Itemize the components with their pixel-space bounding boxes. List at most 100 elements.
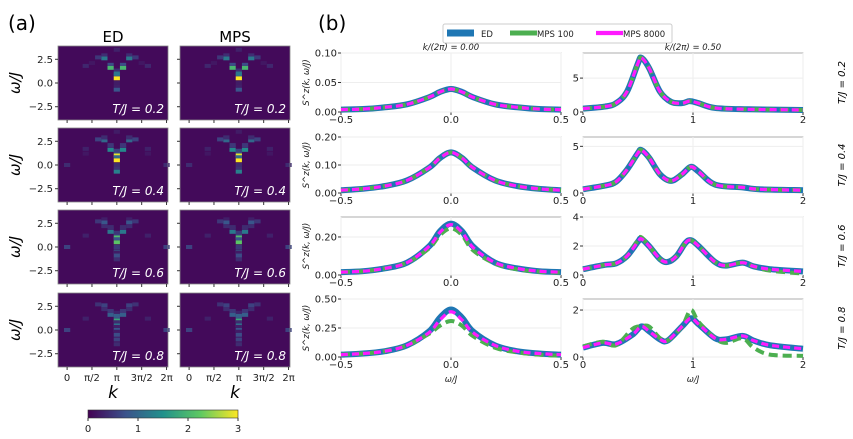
x-tick-label: −0.5: [329, 196, 353, 207]
heatmap-panel: T/J = 0.6: [177, 209, 292, 287]
x-tick-label: 3π/2: [131, 373, 153, 384]
heatmap-cell: [229, 309, 236, 314]
x-tick-label: 0.0: [443, 278, 459, 289]
x-tick-label: 0.0: [443, 196, 459, 207]
heatmap-cell: [266, 316, 274, 321]
heatmap-cell: [235, 250, 242, 254]
line-panel: −0.5 0.0 0.5 0.00 0.25 0.50: [315, 295, 569, 372]
y-axis-label-row-3: S^z(k, ω/J): [302, 223, 312, 269]
heatmap-cell: [101, 56, 108, 61]
heatmap-cell: [95, 55, 102, 60]
x-tick-label: 0: [580, 115, 586, 126]
x-tick-label: 1: [690, 196, 696, 207]
heatmap-panel: T/J = 0.2: [177, 45, 291, 123]
y-tick-label: 2.5: [37, 219, 53, 230]
x-tick-label: π: [114, 373, 120, 384]
heatmap-cell: [235, 253, 242, 258]
heatmap-cell: [82, 233, 89, 238]
y-tick-label: 0.10: [315, 49, 337, 60]
heatmap-cell: [241, 309, 249, 314]
heatmap-cell: [235, 325, 242, 328]
heatmap-cell: [113, 342, 120, 347]
heatmap-cell: [229, 143, 236, 148]
heatmap-cell: [235, 163, 242, 167]
y-tick-label: 0.0: [37, 326, 53, 337]
series-line-mps-8000: [582, 148, 804, 192]
heatmap-cell: [107, 65, 114, 70]
heatmap-cell: [101, 224, 108, 229]
y-tick-label: 0.10: [315, 161, 337, 172]
heatmap-cell: [101, 138, 108, 143]
heatmap-cell: [101, 220, 108, 225]
heatmap-cell: [229, 225, 236, 230]
heatmap-cell: [235, 337, 242, 342]
x-tick-label: 2: [800, 360, 806, 371]
y-axis-label-row-4: S^z(k, ω/J): [302, 305, 312, 351]
y-tick-label: 0.00: [315, 353, 337, 364]
heatmap-cell: [285, 245, 292, 249]
heatmap-cell: [113, 158, 120, 163]
heatmap-cell: [235, 76, 242, 81]
heatmap-cell: [235, 129, 242, 134]
heatmap-cell: [235, 310, 242, 314]
y-tick-label: 0.25: [315, 324, 337, 335]
y-tick-label: 0: [573, 271, 579, 282]
line-panel: −0.5 0.0 0.5 0.00 0.10 0.20: [315, 133, 569, 208]
heatmap-cell: [223, 220, 230, 225]
x-tick-label: 1: [690, 278, 696, 289]
heatmap-cell: [235, 166, 242, 170]
line-panel: 0 1 2 0 5: [573, 52, 806, 126]
heatmap-cell: [235, 68, 242, 72]
heatmap-cell: [113, 47, 120, 52]
x-tick-label: π/2: [84, 373, 100, 384]
temperature-label: T/J = 0.2: [112, 102, 164, 116]
heatmap-cell: [144, 316, 152, 321]
colorbar-bar: [87, 409, 239, 419]
heatmap-cell: [254, 302, 261, 307]
heatmap-panel: T/J = 0.8 0 π/2 π 3π/2 2π 2.5 0.0 −2.5: [29, 292, 173, 384]
heatmap-cell: [119, 312, 127, 317]
heatmap-cell: [113, 129, 120, 134]
heatmap-cell: [107, 147, 114, 152]
heatmap-cell: [186, 328, 193, 332]
heatmap-cell: [266, 151, 274, 156]
y-tick-label: 0.0: [37, 161, 53, 172]
temperature-label: T/J = 0.8: [234, 349, 286, 363]
heatmap-background: [180, 210, 290, 284]
x-tick-label: 0.0: [443, 360, 459, 371]
heatmap-cell: [217, 137, 224, 142]
column-title: k/(2π) = 0.50: [665, 43, 721, 53]
legend: ED MPS 100 MPS 8000: [442, 23, 673, 44]
heatmap-cell: [113, 332, 120, 337]
heatmap-cell: [113, 320, 120, 324]
heatmap-cell: [229, 229, 236, 234]
legend-label: MPS 100: [537, 30, 574, 40]
heatmap-cell: [107, 62, 114, 66]
x-tick-label: 0.5: [553, 196, 569, 207]
heatmap-cell: [126, 53, 133, 57]
heatmap-cell: [126, 217, 133, 221]
heatmap-cell: [119, 65, 127, 70]
x-tick-label: 0: [580, 196, 586, 207]
heatmap-cell: [113, 81, 120, 85]
heatmap-cell: [82, 151, 89, 156]
heatmap-cell: [254, 55, 261, 60]
x-tick-label: 2π: [160, 373, 172, 384]
y-axis-label-row-1: S^z(k, ω/J): [302, 59, 312, 105]
heatmap-cell: [204, 316, 211, 321]
row-temperature-label: T/J = 0.2: [837, 61, 848, 104]
heatmap-cell: [229, 62, 236, 66]
heatmap-background: [180, 46, 290, 120]
heatmap-cell: [235, 342, 242, 347]
heatmap-cell: [119, 62, 127, 66]
heatmap-cell: [119, 225, 127, 230]
heatmap-cell: [266, 63, 274, 68]
heatmap-cell: [132, 137, 139, 142]
y-tick-label: −2.5: [29, 184, 53, 195]
row-temperature-label: T/J = 0.8: [837, 306, 848, 349]
x-tick-label: 1: [690, 115, 696, 126]
y-tick-label: 0: [573, 108, 579, 119]
line-panel: 0 1 2 0 2: [573, 298, 806, 371]
heatmap-cell: [223, 217, 230, 221]
